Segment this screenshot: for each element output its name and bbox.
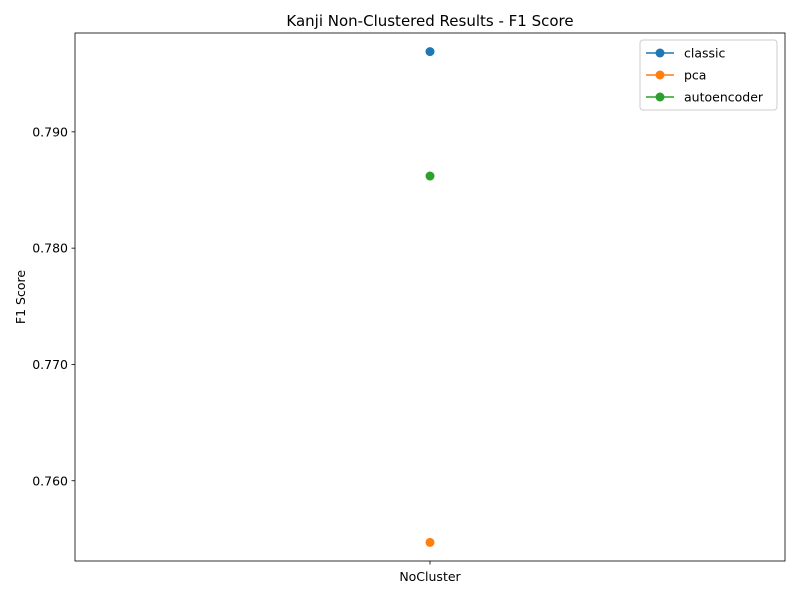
- chart-title: Kanji Non-Clustered Results - F1 Score: [286, 12, 573, 30]
- series-pca: [425, 537, 435, 547]
- data-point-classic: [425, 47, 435, 57]
- y-tick-label: 0.790: [32, 124, 68, 139]
- legend-marker: [655, 70, 665, 80]
- data-point-autoencoder: [425, 171, 435, 181]
- legend-entry: pca: [646, 68, 706, 83]
- series-classic: [425, 47, 435, 57]
- y-tick-label: 0.770: [32, 357, 68, 372]
- legend-marker: [655, 92, 665, 102]
- legend-label: classic: [684, 46, 726, 61]
- legend-label: pca: [684, 68, 706, 83]
- series-autoencoder: [425, 171, 435, 181]
- y-tick-label: 0.760: [32, 473, 68, 488]
- y-axis: 0.760 0.770 0.780 0.790: [32, 124, 75, 488]
- x-tick-label: NoCluster: [399, 569, 461, 584]
- legend: classic pca autoencoder: [639, 39, 778, 111]
- data-point-pca: [425, 537, 435, 547]
- legend-entry: classic: [646, 46, 726, 61]
- series-layer: [425, 47, 435, 547]
- legend-entry: autoencoder: [646, 90, 764, 105]
- y-axis-label: F1 Score: [13, 270, 28, 324]
- legend-marker: [655, 48, 665, 58]
- legend-label: autoencoder: [684, 90, 764, 105]
- y-tick-label: 0.780: [32, 241, 68, 256]
- legend-box: [639, 39, 778, 111]
- plot-area: 0.760 0.770 0.780 0.790 NoCluster: [32, 32, 786, 584]
- x-axis: NoCluster: [399, 561, 462, 584]
- legend-items: classic pca autoencoder: [646, 46, 764, 105]
